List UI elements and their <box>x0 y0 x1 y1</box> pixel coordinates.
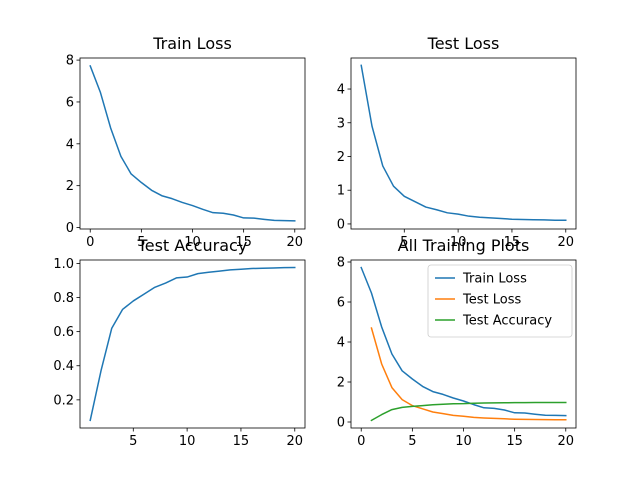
y-tick-label: 2 <box>337 150 345 165</box>
y-tick-label: 8 <box>66 54 74 69</box>
x-tick-label: 5 <box>408 434 416 449</box>
y-tick-label: 0.2 <box>53 393 74 408</box>
y-tick-label: 6 <box>66 95 74 110</box>
y-tick-label: 1 <box>337 184 345 199</box>
axes-frame <box>79 259 306 429</box>
x-tick-label: 10 <box>450 235 467 250</box>
x-tick-label: 5 <box>129 434 137 449</box>
subplot-title: Train Loss <box>152 34 232 53</box>
y-tick-label: 4 <box>337 83 345 98</box>
x-tick-label: 10 <box>455 434 472 449</box>
x-tick-label: 20 <box>557 235 574 250</box>
subplot-title: Test Loss <box>427 34 500 53</box>
y-tick-label: 4 <box>337 336 345 351</box>
series-line-train-loss <box>89 64 296 222</box>
x-tick-label: 20 <box>286 235 303 250</box>
legend-box <box>427 264 573 338</box>
y-tick-label: 2 <box>66 179 74 194</box>
y-tick-label: 8 <box>337 256 345 271</box>
x-tick-label: 15 <box>233 434 250 449</box>
legend-label: Test Loss <box>462 293 521 308</box>
y-tick-label: 0.8 <box>53 291 74 306</box>
x-tick-label: 15 <box>504 235 521 250</box>
subplot-title: Test Accuracy <box>137 236 248 255</box>
x-tick-label: 0 <box>357 434 365 449</box>
x-tick-label: 15 <box>235 235 252 250</box>
all-training-plots-subplot: All Training Plots 0 5 10 15 20 0 2 4 6 8 Train Lo… <box>337 236 577 449</box>
series-line-test-loss <box>370 327 567 421</box>
axes-frame <box>350 57 577 230</box>
x-tick-label: 20 <box>286 434 303 449</box>
x-tick-label: 10 <box>179 434 196 449</box>
legend-label: Train Loss <box>462 272 527 287</box>
test-loss-subplot: Test Loss 5 10 15 20 0 1 2 3 4 <box>337 34 577 250</box>
legend-label: Test Accuracy <box>462 314 552 329</box>
x-tick-label: 5 <box>137 235 145 250</box>
series-line-test-loss <box>360 64 567 221</box>
y-tick-label: 0 <box>66 221 74 236</box>
x-tick-label: 0 <box>86 235 94 250</box>
series-line-test-accuracy <box>89 266 296 422</box>
x-tick-label: 20 <box>557 434 574 449</box>
y-tick-label: 2 <box>337 376 345 391</box>
x-tick-label: 15 <box>506 434 523 449</box>
y-tick-label: 3 <box>337 116 345 131</box>
series-line-train-loss <box>360 266 567 417</box>
series-line-test-accuracy <box>370 401 567 422</box>
y-tick-label: 0.4 <box>53 359 74 374</box>
test-accuracy-subplot: Test Accuracy 5 10 15 20 0.2 0.4 0.6 0.8 1.0 <box>53 236 306 449</box>
y-tick-label: 0 <box>337 217 345 232</box>
y-tick-label: 1.0 <box>53 257 74 272</box>
y-tick-label: 4 <box>66 137 74 152</box>
subplot-title: All Training Plots <box>398 236 530 255</box>
train-loss-subplot: Train Loss 0 5 10 15 20 0 2 4 6 8 <box>66 34 306 250</box>
y-tick-label: 6 <box>337 296 345 311</box>
y-tick-label: 0 <box>337 416 345 431</box>
x-tick-label: 5 <box>400 235 408 250</box>
x-tick-label: 10 <box>184 235 201 250</box>
legend: Train Loss Test Loss Test Accuracy <box>427 264 573 338</box>
y-tick-label: 0.6 <box>53 325 74 340</box>
